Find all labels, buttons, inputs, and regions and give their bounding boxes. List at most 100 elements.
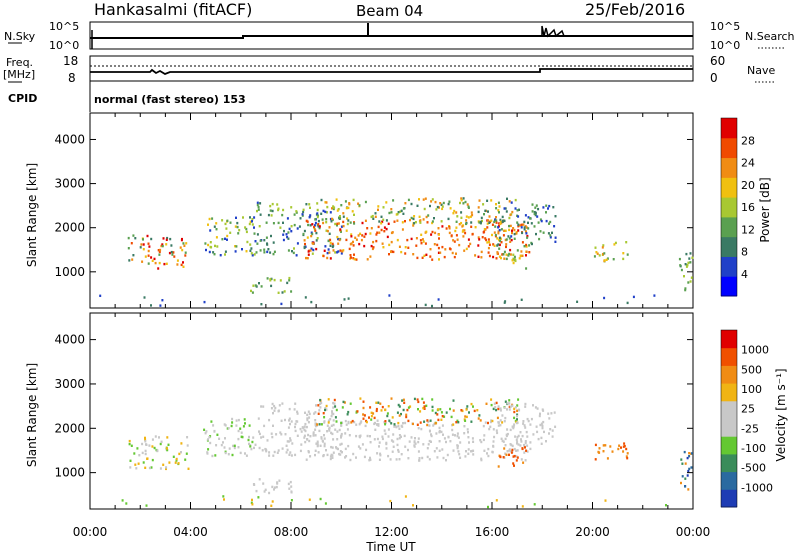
radar-echo-cell <box>509 213 512 217</box>
radar-echo-cell <box>413 222 416 225</box>
radar-echo-cell <box>491 419 494 423</box>
radar-echo-cell <box>603 259 606 262</box>
radar-echo-cell <box>227 427 230 430</box>
radar-echo-cell <box>443 437 446 440</box>
radar-echo-cell <box>167 443 170 446</box>
radar-echo-cell <box>391 450 394 453</box>
radar-echo-cell <box>262 435 265 438</box>
radar-echo-cell <box>380 215 383 218</box>
radar-echo-cell <box>528 244 531 247</box>
radar-echo-cell <box>503 420 506 423</box>
radar-echo-cell <box>687 469 690 473</box>
radar-echo-cell <box>388 211 391 215</box>
radar-echo-cell <box>543 430 545 434</box>
radar-echo-cell <box>320 401 323 405</box>
radar-echo-cell <box>263 239 266 242</box>
radar-echo-cell <box>215 236 218 239</box>
radar-echo-cell <box>436 205 439 209</box>
radar-echo-cell <box>151 458 154 462</box>
radar-echo-cell <box>501 439 504 443</box>
radar-echo-cell <box>286 448 289 452</box>
radar-echo-cell <box>502 219 504 222</box>
radar-echo-cell <box>332 419 335 422</box>
radar-echo-cell <box>496 252 499 255</box>
radar-echo-cell <box>463 425 466 428</box>
radar-echo-cell <box>272 412 274 415</box>
radar-echo-cell <box>228 447 231 450</box>
radar-echo-cell <box>520 438 522 441</box>
radar-echo-cell <box>464 455 467 458</box>
radar-echo-cell <box>270 234 272 238</box>
radar-echo-cell <box>386 412 389 415</box>
radar-echo-cell <box>532 433 535 436</box>
radar-echo-cell <box>370 418 373 421</box>
radar-echo-cell <box>431 405 434 409</box>
radar-echo-cell <box>316 442 319 445</box>
radar-echo-cell <box>424 197 427 200</box>
radar-echo-cell <box>422 406 425 410</box>
radar-echo-cell <box>479 220 482 224</box>
radar-echo-cell <box>151 438 154 441</box>
radar-echo-cell <box>242 216 244 219</box>
radar-echo-cell <box>378 445 380 448</box>
radar-echo-cell <box>301 214 304 217</box>
colorbar-segment <box>721 177 737 198</box>
radar-echo-cell <box>286 281 289 285</box>
radar-echo-cell <box>275 433 278 436</box>
radar-echo-cell <box>318 409 321 412</box>
radar-echo-cell <box>449 440 452 443</box>
radar-echo-cell <box>482 203 485 206</box>
radar-echo-cell <box>477 244 480 247</box>
radar-echo-cell <box>325 201 328 204</box>
radar-echo-cell <box>419 221 422 224</box>
radar-echo-cell <box>690 452 693 455</box>
radar-echo-cell <box>451 428 454 432</box>
radar-echo-cell <box>511 444 514 448</box>
radar-echo-cell <box>244 226 247 229</box>
radar-echo-cell <box>258 430 260 433</box>
radar-echo-cell <box>415 244 418 247</box>
radar-echo-cell <box>539 423 542 427</box>
radar-echo-cell <box>508 200 511 203</box>
radar-echo-cell <box>347 206 350 210</box>
radar-echo-cell <box>339 453 342 456</box>
radar-echo-cell <box>513 232 516 236</box>
radar-echo-cell <box>319 406 322 409</box>
radar-echo-cell <box>340 442 343 446</box>
radar-echo-cell <box>294 425 296 429</box>
radar-echo-cell <box>684 263 687 266</box>
colorbar-tick-label: 16 <box>741 201 755 214</box>
radar-echo-cell <box>417 440 420 444</box>
radar-echo-cell <box>304 440 307 444</box>
radar-echo-cell <box>265 449 268 452</box>
radar-echo-cell <box>416 204 419 207</box>
radar-echo-cell <box>345 206 348 210</box>
x-tick-label: 00:00 <box>73 525 108 539</box>
radar-echo-cell <box>358 423 361 426</box>
radar-echo-cell <box>235 424 238 427</box>
radar-echo-cell <box>386 414 389 418</box>
radar-echo-cell <box>347 297 350 300</box>
radar-echo-cell <box>686 456 689 460</box>
radar-echo-cell <box>266 242 268 245</box>
radar-echo-cell <box>611 450 614 453</box>
radar-echo-cell <box>470 211 473 214</box>
radar-echo-cell <box>257 208 260 211</box>
colorbar-tick-label: 24 <box>741 157 755 170</box>
radar-echo-cell <box>290 499 293 502</box>
radar-echo-cell <box>346 428 349 431</box>
radar-echo-cell <box>523 226 526 229</box>
colorbar-segment <box>721 330 737 349</box>
radar-echo-cell <box>490 219 493 222</box>
radar-echo-cell <box>298 225 301 228</box>
radar-echo-cell <box>362 406 365 410</box>
radar-echo-cell <box>130 444 133 447</box>
radar-echo-cell <box>622 257 625 261</box>
radar-echo-cell <box>419 239 422 242</box>
radar-echo-cell <box>390 397 393 400</box>
radar-echo-cell <box>602 252 604 256</box>
radar-echo-cell <box>689 280 692 283</box>
